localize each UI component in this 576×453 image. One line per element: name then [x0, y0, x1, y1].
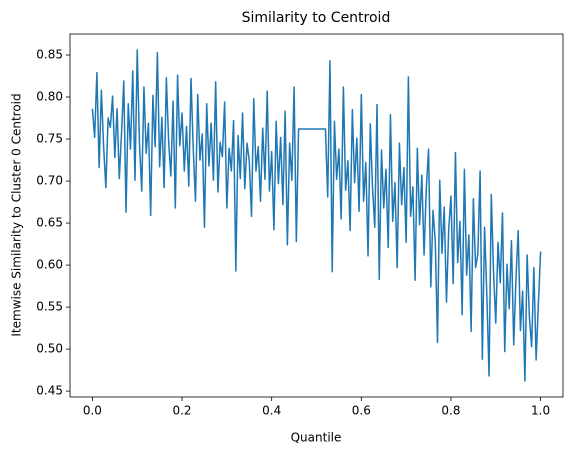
y-tick-label: 0.85 [36, 48, 63, 62]
y-tick-label: 0.65 [36, 216, 63, 230]
x-tick-label: 0.2 [172, 404, 191, 418]
x-tick-label: 1.0 [531, 404, 550, 418]
y-axis-label: Itemwise Similarity to Cluster 0 Centroi… [10, 93, 24, 336]
y-tick-label: 0.45 [36, 384, 63, 398]
x-tick-label: 0.6 [352, 404, 371, 418]
y-tick-label: 0.55 [36, 300, 63, 314]
y-tick-label: 0.70 [36, 174, 63, 188]
x-tick-label: 0.8 [441, 404, 460, 418]
y-tick-label: 0.60 [36, 258, 63, 272]
x-tick-label: 0.0 [83, 404, 102, 418]
chart-title: Similarity to Centroid [242, 10, 391, 26]
x-axis-label: Quantile [291, 431, 342, 445]
y-tick-label: 0.50 [36, 342, 63, 356]
x-tick-label: 0.4 [262, 404, 281, 418]
data-line [91, 49, 542, 382]
y-tick-label: 0.80 [36, 90, 63, 104]
plot-frame [69, 33, 564, 398]
y-tick-label: 0.75 [36, 132, 63, 146]
